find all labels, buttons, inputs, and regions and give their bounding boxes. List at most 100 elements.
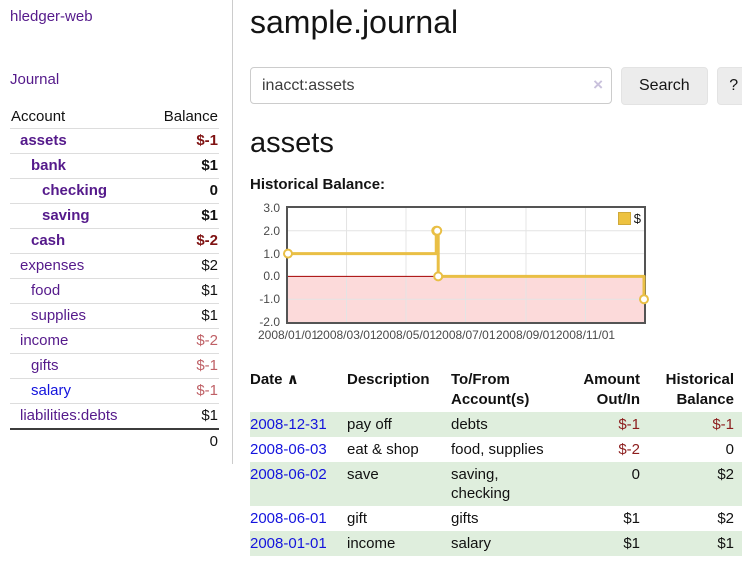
register-body: 2008-12-31 pay off debts $-1 $-1 2008-06-03 ea… — [250, 412, 742, 556]
account-balance: $2 — [147, 253, 219, 279]
transaction-row: 2008-06-02 save saving, checking 0 $2 — [250, 462, 742, 506]
transaction-date: 2008-01-01 — [250, 531, 347, 556]
chart-heading: Historical Balance: — [250, 176, 386, 193]
transaction-date-link[interactable]: 2008-06-03 — [250, 441, 327, 458]
transaction-accounts: food, supplies — [451, 441, 544, 458]
account-balance: $1 — [147, 203, 219, 229]
account-link[interactable]: expenses — [20, 257, 85, 274]
accounts-header-balance: Balance — [163, 108, 218, 125]
register-column-header[interactable]: Description — [347, 371, 430, 388]
account-link[interactable]: food — [31, 282, 61, 299]
transaction-date-link[interactable]: 2008-06-02 — [250, 466, 327, 483]
accounts-total-value: 0 — [147, 428, 219, 454]
transaction-date: 2008-12-31 — [250, 412, 347, 437]
account-link[interactable]: assets — [20, 132, 67, 149]
account-row: cash $-2 — [10, 228, 219, 254]
transaction-row: 2008-06-03 eat & shop food, supplies $-2 0 — [250, 437, 742, 462]
transaction-accounts: gifts — [451, 510, 479, 527]
account-balance: $1 — [147, 403, 219, 429]
transaction-description: gift — [347, 510, 368, 527]
register-header-row: Date ∧ Description To/From Account(s) Amount… — [250, 368, 742, 412]
transaction-balance: $2 — [717, 466, 734, 483]
account-row: income $-2 — [10, 328, 219, 354]
x-axis-tick-label: 2008/03/01 — [316, 328, 377, 342]
transaction-accounts: saving, checking — [451, 466, 511, 502]
transaction-description: eat & shop — [347, 441, 419, 458]
transaction-date: 2008-06-01 — [250, 506, 347, 531]
x-axis-tick-label: 2008/05/01 — [375, 328, 437, 342]
transaction-balance: 0 — [725, 441, 734, 458]
y-axis-tick-label: 0.0 — [263, 269, 280, 284]
account-balance: $-2 — [147, 228, 219, 254]
transaction-date-link[interactable]: 2008-06-01 — [250, 510, 327, 527]
main-content: sample.journal × Search ? assets Histori… — [233, 0, 742, 582]
y-axis-tick-label: -1.0 — [259, 292, 280, 307]
account-row: bank $1 — [10, 153, 219, 179]
transaction-amount: $-2 — [618, 441, 640, 458]
account-row: assets $-1 — [10, 128, 219, 154]
transaction-balance: $-1 — [712, 416, 734, 433]
account-balance: $1 — [147, 303, 219, 329]
app-brand-link[interactable]: hledger-web — [10, 8, 93, 25]
account-row: salary $-1 — [10, 378, 219, 404]
transaction-row: 2008-06-01 gift gifts $1 $2 — [250, 506, 742, 531]
account-balance: $1 — [147, 278, 219, 304]
account-balance: 0 — [147, 178, 219, 204]
search-help-button[interactable]: ? — [716, 67, 742, 105]
transaction-description: save — [347, 466, 379, 483]
account-balance: $1 — [147, 153, 219, 179]
register-column-header[interactable]: To/From Account(s) — [451, 371, 530, 408]
transaction-amount: $-1 — [618, 416, 640, 433]
register-column-header[interactable]: Date ∧ — [250, 371, 299, 388]
transaction-description: income — [347, 535, 396, 552]
account-link[interactable]: bank — [31, 157, 67, 174]
account-link[interactable]: income — [20, 332, 69, 349]
search-input-wrap: × — [250, 67, 612, 104]
sort-asc-icon: ∧ — [286, 371, 299, 388]
legend-swatch-icon — [617, 212, 631, 225]
search-input[interactable] — [250, 67, 612, 104]
accounts-total-row: 0 — [10, 428, 219, 454]
search-button[interactable]: Search — [621, 67, 708, 105]
y-axis-tick-label: 1.0 — [263, 246, 280, 261]
transaction-amount: $1 — [623, 510, 640, 527]
register-table: Date ∧ Description To/From Account(s) Amount… — [250, 368, 742, 556]
transaction-accounts: salary — [451, 535, 492, 552]
account-balance: $-1 — [147, 353, 219, 379]
account-balance: $-1 — [147, 378, 219, 404]
account-balance: $-1 — [147, 128, 219, 154]
transaction-accounts: debts — [451, 416, 488, 433]
register-column-header[interactable]: Historical Balance — [665, 371, 734, 408]
account-link[interactable]: gifts — [31, 357, 59, 374]
clear-search-icon[interactable]: × — [593, 75, 603, 94]
account-link[interactable]: cash — [31, 232, 66, 249]
transaction-date: 2008-06-02 — [250, 462, 347, 506]
account-title: assets — [250, 127, 334, 159]
accounts-header-account: Account — [11, 108, 66, 125]
account-link[interactable]: salary — [31, 382, 72, 399]
account-row: saving $1 — [10, 203, 219, 229]
account-link[interactable]: checking — [42, 182, 108, 199]
account-link[interactable]: saving — [42, 207, 90, 224]
account-link[interactable]: supplies — [31, 307, 87, 324]
sidebar-item-journal[interactable]: Journal — [10, 71, 60, 88]
chart-legend: $ — [617, 211, 641, 226]
search-form: × Search ? — [250, 67, 742, 105]
transaction-row: 2008-01-01 income salary $1 $1 — [250, 531, 742, 556]
account-row: checking 0 — [10, 178, 219, 204]
transaction-date: 2008-06-03 — [250, 437, 347, 462]
transaction-date-link[interactable]: 2008-01-01 — [250, 535, 327, 552]
account-row: supplies $1 — [10, 303, 219, 329]
chart-plot-area: $ — [283, 206, 649, 324]
legend-label: $ — [633, 211, 641, 226]
register-column-header[interactable]: Amount Out/In — [583, 371, 640, 408]
account-link[interactable]: liabilities:debts — [20, 407, 118, 424]
accounts-header-row: Account Balance — [10, 105, 219, 129]
x-axis-tick-label: 2008/07/01 — [435, 328, 496, 342]
transaction-date-link[interactable]: 2008-12-31 — [250, 416, 327, 433]
account-row: liabilities:debts $1 — [10, 403, 219, 429]
y-axis-tick-label: 2.0 — [263, 223, 280, 238]
sidebar: hledger-web Journal Account Balance asse… — [0, 0, 233, 464]
transaction-amount: 0 — [631, 466, 640, 483]
